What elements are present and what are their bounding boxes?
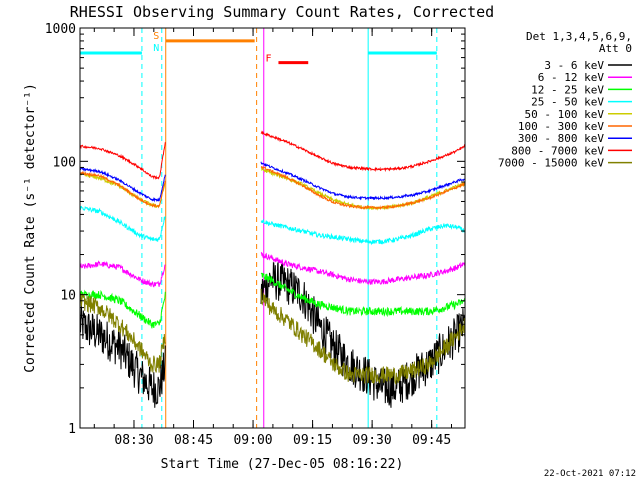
x-axis-ticks: 08:30 08:45 09:00 09:15 09:30 09:45 xyxy=(93,28,453,448)
legend-label: 12 - 25 keV xyxy=(531,83,604,96)
x-tick-label: 08:45 xyxy=(174,433,213,448)
series-line-100-300keV-kev xyxy=(79,165,466,210)
flag-bars: SN F xyxy=(80,31,437,65)
flag-label-n: N xyxy=(153,43,159,54)
chart-title: RHESSI Observing Summary Count Rates, Co… xyxy=(70,3,494,21)
legend-label: 6 - 12 keV xyxy=(538,71,605,84)
legend-label: 300 - 800 keV xyxy=(518,132,604,145)
series-line-6-12keV-kev xyxy=(79,251,466,288)
series-layer xyxy=(79,130,466,408)
y-axis-label: Corrected Count Rate (s⁻¹ detector⁻¹) xyxy=(23,83,38,373)
series-line-25-50keV-kev xyxy=(79,205,466,246)
series-line-800-7000keV-kev xyxy=(79,130,466,180)
legend-label: 50 - 100 keV xyxy=(525,108,605,121)
flag-label-f: F xyxy=(266,54,272,65)
series-line-300-800keV-kev xyxy=(79,161,466,203)
legend-label: 100 - 300 keV xyxy=(518,120,604,133)
vertical-markers xyxy=(141,28,438,428)
flag-label-s: S xyxy=(153,31,159,42)
legend-header-line-1: Det 1,3,4,5,6,9, xyxy=(526,30,632,43)
series-line-12-25keV-kev xyxy=(79,272,466,329)
x-axis-label: Start Time (27-Dec-05 08:16:22) xyxy=(161,457,404,472)
y-tick-label: 1000 xyxy=(45,22,76,37)
legend-header-line-2: Att 0 xyxy=(599,42,632,55)
legend-label: 7000 - 15000 keV xyxy=(498,157,604,170)
legend-label: 800 - 7000 keV xyxy=(511,144,604,157)
footer-date-stamp: 22-Oct-2021 07:12 xyxy=(544,469,636,479)
series-line-7000-15000keV-kev xyxy=(79,288,466,385)
y-axis-ticks: 1 10 100 1000 xyxy=(45,22,465,437)
x-tick-label: 08:30 xyxy=(114,433,153,448)
y-tick-label: 1 xyxy=(68,422,76,437)
x-tick-label: 09:00 xyxy=(233,433,272,448)
x-tick-label: 09:45 xyxy=(412,433,451,448)
series-line-3-6keV-kev xyxy=(79,261,466,408)
y-tick-label: 10 xyxy=(60,289,76,304)
legend-label: 3 - 6 keV xyxy=(544,59,604,72)
legend-label: 25 - 50 keV xyxy=(531,96,604,109)
y-tick-label: 100 xyxy=(53,155,76,170)
x-tick-label: 09:30 xyxy=(353,433,392,448)
x-tick-label: 09:15 xyxy=(293,433,332,448)
